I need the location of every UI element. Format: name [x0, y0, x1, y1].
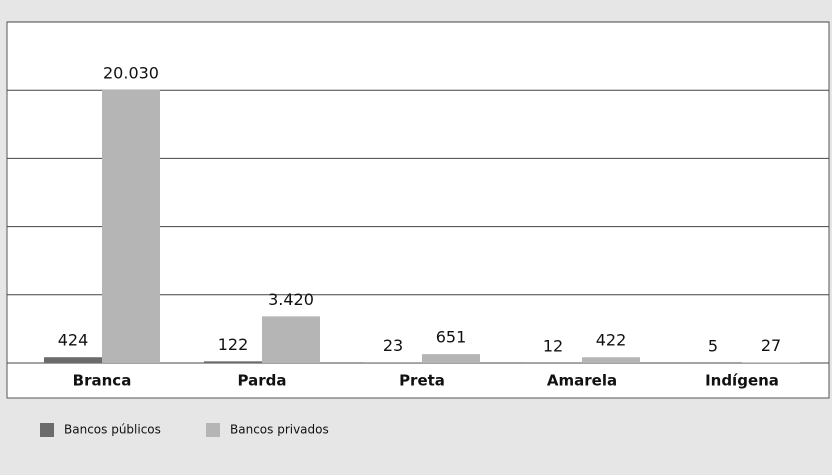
bar: [204, 361, 262, 363]
bar: [262, 316, 320, 363]
x-tick-label: Preta: [399, 372, 445, 390]
value-label: 23: [383, 336, 403, 355]
value-label: 27: [761, 336, 781, 355]
value-label: 20.030: [103, 63, 159, 82]
value-label: 3.420: [268, 290, 314, 309]
value-label: 424: [58, 331, 89, 350]
legend-swatch: [40, 423, 54, 437]
bar: [44, 357, 102, 363]
value-label: 122: [218, 335, 249, 354]
bar: [422, 354, 480, 363]
bar: [582, 357, 640, 363]
value-label: 422: [596, 331, 627, 350]
legend-label: Bancos privados: [230, 423, 329, 437]
value-label: 12: [543, 336, 563, 355]
value-label: 651: [436, 328, 467, 347]
legend-swatch: [206, 423, 220, 437]
legend-label: Bancos públicos: [64, 423, 161, 437]
x-tick-label: Indígena: [705, 372, 779, 390]
bar: [102, 89, 160, 363]
value-label: 5: [708, 336, 718, 355]
x-tick-label: Amarela: [547, 372, 617, 390]
x-tick-label: Branca: [73, 372, 132, 390]
x-tick-label: Parda: [238, 372, 287, 390]
